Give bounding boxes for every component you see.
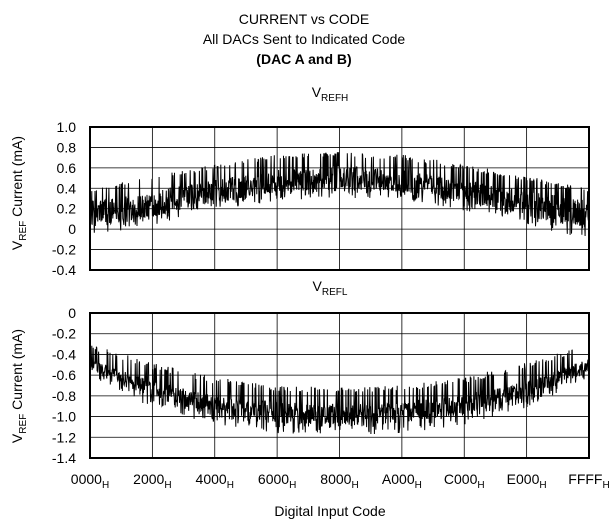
vrefh-plot-frame bbox=[89, 126, 590, 271]
vrefl-y-tick-label: -0.8 bbox=[52, 388, 76, 404]
vrefh-y-tick-label: 0.4 bbox=[57, 180, 77, 196]
x-axis-label: Digital Input Code bbox=[274, 503, 386, 519]
x-tick-label: 4000H bbox=[196, 471, 234, 491]
x-tick-label: 6000H bbox=[258, 471, 296, 491]
y-axis-label-bottom-rest: Current (mA) bbox=[9, 329, 25, 414]
x-tick-label: E000H bbox=[507, 471, 547, 491]
panel-title-vrefl-main: V bbox=[313, 278, 323, 294]
plot-vrefl: 0 -0.2 -0.4 -0.6 -0.8 -1.0 -1.2 -1.4 0000H 2000H 4… bbox=[52, 305, 610, 491]
y-axis-label-top-main: V bbox=[9, 240, 25, 250]
x-tick-label: C000H bbox=[444, 471, 485, 491]
vrefh-y-tick-label: 0.6 bbox=[57, 160, 77, 176]
vrefl-y-tick-label: -0.6 bbox=[52, 367, 76, 383]
vrefl-series-line bbox=[90, 345, 589, 435]
chart-subtitle: All DACs Sent to Indicated Code bbox=[203, 31, 406, 47]
vrefl-y-tick-label: -1.4 bbox=[52, 450, 76, 466]
vrefl-y-tick-label: -1.0 bbox=[52, 409, 76, 425]
vrefl-y-tick-label: -1.2 bbox=[52, 429, 76, 445]
vrefl-plot-frame bbox=[89, 312, 590, 459]
x-tick-label: 2000H bbox=[133, 471, 171, 491]
vrefl-y-tick-label: -0.4 bbox=[52, 346, 76, 362]
vrefl-y-tick-label: -0.2 bbox=[52, 326, 76, 342]
panel-title-vrefl-sub: REFL bbox=[322, 287, 348, 298]
x-tick-label: FFFFH bbox=[568, 471, 609, 491]
y-axis-label-bottom-sub: REF bbox=[18, 414, 29, 434]
x-tick-label: A000H bbox=[382, 471, 422, 491]
panel-title-vrefh-sub: REFH bbox=[321, 93, 348, 104]
y-axis-label-bottom: VREF Current (mA) bbox=[9, 329, 29, 443]
vrefl-series bbox=[90, 345, 589, 435]
vrefh-y-tick-label: -0.2 bbox=[52, 242, 76, 258]
y-axis-label-top: VREF Current (mA) bbox=[9, 136, 29, 250]
panel-title-vrefl: VREFL bbox=[313, 278, 348, 298]
x-tick-label: 8000H bbox=[320, 471, 358, 491]
vrefh-y-tick-label: 1.0 bbox=[57, 119, 77, 135]
panel-title-vrefh-main: V bbox=[312, 84, 322, 100]
vrefh-y-tick-label: -0.4 bbox=[52, 262, 76, 278]
vrefh-series-line bbox=[90, 152, 589, 237]
y-axis-label-top-rest: Current (mA) bbox=[9, 136, 25, 221]
chart-title: CURRENT vs CODE bbox=[239, 11, 369, 27]
vrefh-y-tick-label: 0.2 bbox=[57, 201, 77, 217]
chart-subtitle-dac: (DAC A and B) bbox=[256, 51, 351, 67]
vrefh-series bbox=[90, 152, 589, 237]
plot-vrefh: 1.0 0.8 0.6 0.4 0.2 0 -0.2 -0.4 bbox=[52, 119, 590, 278]
y-axis-label-top-sub: REF bbox=[18, 221, 29, 241]
y-axis-label-bottom-main: V bbox=[9, 433, 25, 443]
x-tick-label: 0000H bbox=[71, 471, 109, 491]
vrefl-y-tick-label: 0 bbox=[68, 305, 76, 321]
vrefh-y-tick-label: 0 bbox=[68, 221, 76, 237]
vrefh-y-tick-label: 0.8 bbox=[57, 139, 77, 155]
panel-title-vrefh: VREFH bbox=[312, 84, 349, 104]
